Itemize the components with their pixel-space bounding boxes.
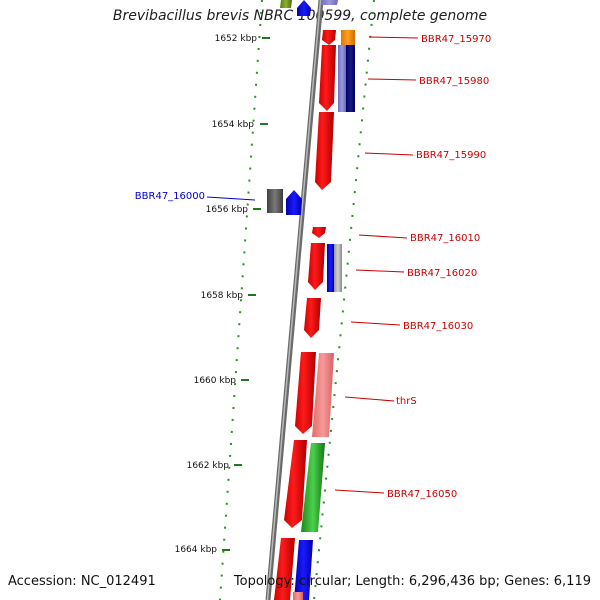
gene-label[interactable]: BBR47_15990: [416, 150, 486, 161]
label-leader-line: [367, 78, 417, 81]
gene-feature[interactable]: [327, 244, 334, 292]
label-leader-line: [350, 321, 401, 326]
label-leader-line: [344, 396, 395, 402]
gene-label[interactable]: BBR47_15970: [421, 34, 491, 45]
gene-feature[interactable]: [319, 45, 336, 111]
label-leaders: [206, 36, 419, 494]
label-leader-line: [355, 269, 405, 273]
gene-feature[interactable]: [312, 353, 334, 437]
gene-feature[interactable]: [321, 0, 338, 5]
gene-label[interactable]: BBR47_16050: [387, 489, 457, 500]
tick-group: 1652 kbp 1654 kbp 1656 kbp 1658 kbp 1660…: [175, 34, 270, 555]
genome-summary-text: Topology: circular; Length: 6,296,436 bp…: [233, 574, 591, 589]
gene-feature[interactable]: [312, 227, 326, 238]
tick-label: 1664 kbp: [175, 545, 218, 555]
gene-feature[interactable]: [315, 112, 334, 190]
gene-feature[interactable]: [334, 244, 342, 292]
gene-feature[interactable]: [346, 45, 355, 112]
gene-features: [267, 0, 355, 600]
label-leader-line: [334, 489, 385, 494]
label-leader-line: [364, 152, 414, 156]
gene-label[interactable]: BBR47_16030: [403, 321, 473, 332]
gene-feature[interactable]: [284, 440, 307, 528]
gene-label[interactable]: thrS: [396, 396, 417, 407]
gene-feature[interactable]: [286, 190, 302, 215]
tick-label: 1652 kbp: [215, 34, 258, 44]
gene-feature[interactable]: [304, 298, 321, 338]
tick-label: 1656 kbp: [206, 205, 249, 215]
gene-feature[interactable]: [280, 0, 292, 8]
label-leader-line: [206, 196, 256, 201]
tick-label: 1660 kbp: [194, 376, 237, 386]
accession-text: Accession: NC_012491: [8, 574, 156, 589]
gene-feature[interactable]: [341, 30, 355, 46]
gene-feature[interactable]: [308, 243, 325, 290]
gene-feature[interactable]: [274, 538, 295, 600]
gene-label[interactable]: BBR47_15980: [419, 76, 489, 87]
label-leader-line: [368, 36, 419, 39]
gene-feature[interactable]: [293, 592, 303, 600]
gene-feature[interactable]: [322, 30, 336, 45]
gene-labels: BBR47_15970 BBR47_15980 BBR47_15990 BBR4…: [135, 34, 491, 500]
gene-feature[interactable]: [297, 0, 311, 16]
genome-backbone-highlight: [266, 0, 322, 600]
tick-label: 1654 kbp: [212, 120, 255, 130]
gene-feature[interactable]: [301, 443, 325, 532]
label-leader-line: [358, 234, 408, 239]
inner-guide-track: [219, 0, 263, 600]
tick-label: 1662 kbp: [187, 461, 230, 471]
gene-feature[interactable]: [294, 540, 313, 600]
outer-guide-track: [313, 0, 375, 600]
gene-feature[interactable]: [338, 45, 346, 112]
gene-label[interactable]: BBR47_16010: [410, 233, 480, 244]
gene-label[interactable]: BBR47_16020: [407, 268, 477, 279]
gene-feature[interactable]: [267, 189, 283, 213]
gene-feature[interactable]: [295, 352, 316, 434]
tick-label: 1658 kbp: [201, 291, 244, 301]
gene-label[interactable]: BBR47_16000: [135, 191, 205, 202]
